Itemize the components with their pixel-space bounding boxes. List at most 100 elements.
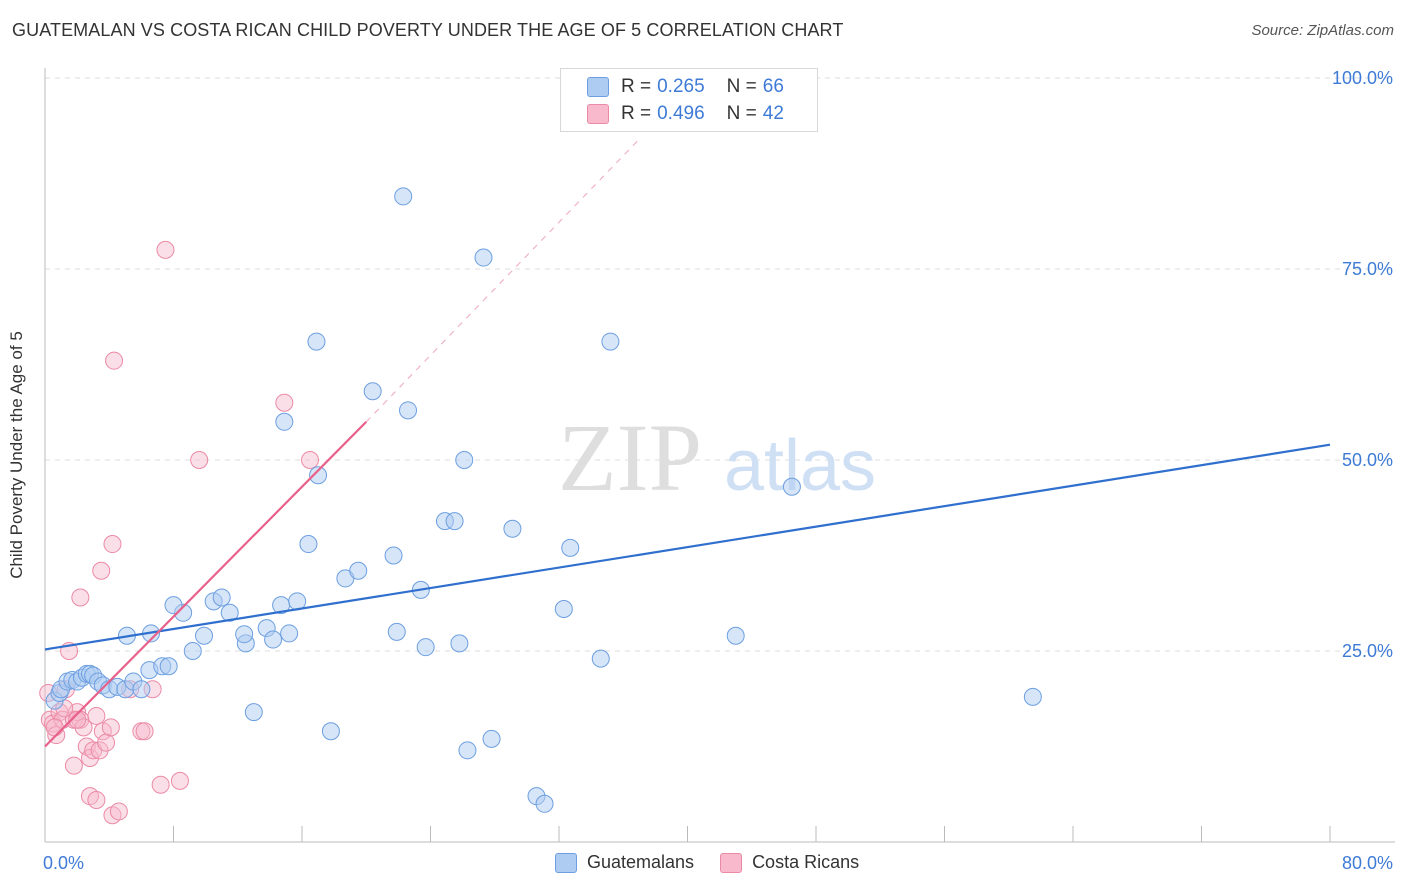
- legend-r-value: 0.265: [657, 76, 705, 97]
- guatemalan-point: [726, 626, 745, 645]
- guatemalan-point: [474, 248, 493, 267]
- trend-line-costa-ricans: [44, 421, 368, 748]
- guatemalan-point: [363, 382, 382, 401]
- guatemalan-point: [458, 741, 477, 760]
- guatemalan-point: [183, 642, 202, 660]
- stats-legend: R = 0.265 N = 66 R = 0.496 N = 42: [560, 68, 818, 132]
- y-tick-label: 25.0%: [1342, 641, 1393, 661]
- costa-rican-point: [170, 771, 189, 790]
- guatemalan-point: [159, 657, 178, 676]
- chart-title: GUATEMALAN VS COSTA RICAN CHILD POVERTY …: [12, 20, 844, 40]
- guatemalan-point: [450, 634, 469, 653]
- costa-rican-point: [87, 706, 106, 725]
- guatemalan-points: [45, 187, 1042, 813]
- legend-item-guatemalans[interactable]: Guatemalans: [555, 852, 694, 873]
- x-tick-label-max: 80.0%: [1342, 853, 1393, 873]
- costa-rican-point: [97, 733, 116, 752]
- costa-rican-point: [105, 351, 124, 370]
- guatemalan-point: [601, 332, 620, 351]
- guatemalan-point: [503, 519, 522, 538]
- costa-rican-point: [103, 535, 122, 554]
- costa-rican-point: [87, 790, 106, 809]
- guatemalan-point: [399, 401, 418, 420]
- guatemalan-point: [299, 535, 318, 554]
- guatemalan-point: [132, 680, 151, 699]
- legend-r-label: R =: [621, 76, 652, 97]
- legend-r-value: 0.496: [657, 103, 705, 124]
- costa-rican-point: [74, 718, 93, 737]
- y-tick-label: 50.0%: [1342, 450, 1393, 470]
- legend-row-guatemalans: R = 0.265 N = 66: [587, 75, 784, 99]
- costa-rican-point: [301, 451, 320, 469]
- watermark: ZIP atlas: [558, 404, 876, 511]
- legend-swatch-blue: [555, 852, 577, 873]
- guatemalan-point: [321, 722, 340, 741]
- guatemalan-point: [591, 649, 610, 668]
- costa-rican-point: [135, 722, 154, 741]
- legend-n-label: N =: [726, 103, 757, 124]
- costa-rican-point: [90, 741, 109, 760]
- axes: [44, 68, 1395, 843]
- legend-row-costa-ricans: R = 0.496 N = 42: [587, 102, 784, 126]
- guatemalan-point: [309, 466, 328, 485]
- costa-rican-point: [190, 451, 209, 469]
- guatemalan-point: [212, 588, 231, 607]
- guatemalan-point: [164, 596, 183, 615]
- costa-rican-point: [64, 756, 83, 775]
- tick-labels: 25.0% 50.0% 75.0% 100.0% 0.0% 80.0%: [43, 68, 1393, 873]
- guatemalan-point: [387, 622, 406, 641]
- costa-rican-point: [45, 718, 64, 737]
- watermark-zip: ZIP: [558, 404, 702, 511]
- legend-n-value: 66: [762, 76, 784, 97]
- guatemalan-point: [349, 561, 368, 580]
- guatemalan-point: [535, 794, 554, 813]
- legend-n-label: N =: [726, 76, 757, 97]
- source-label: Source: ZipAtlas.com: [1251, 22, 1394, 39]
- guatemalan-point: [264, 630, 283, 649]
- guatemalan-point: [455, 451, 474, 469]
- guatemalan-point: [416, 638, 435, 657]
- guatemalan-point: [195, 626, 214, 645]
- costa-rican-point: [92, 561, 111, 580]
- legend-label-costa-ricans: Costa Ricans: [752, 852, 860, 872]
- guatemalan-point: [307, 332, 326, 351]
- guatemalan-point: [384, 546, 403, 565]
- y-tick-label: 75.0%: [1342, 259, 1393, 279]
- guatemalan-point: [394, 187, 413, 206]
- costa-rican-point: [275, 393, 294, 412]
- costa-rican-point: [101, 718, 120, 737]
- watermark-atlas: atlas: [724, 426, 876, 506]
- guatemalan-point: [554, 599, 573, 618]
- guatemalan-point: [445, 512, 464, 531]
- costa-rican-point: [151, 775, 170, 794]
- guatemalan-point: [782, 477, 801, 496]
- series-legend: Guatemalans Costa Ricans: [555, 852, 885, 873]
- guatemalan-point: [561, 538, 580, 557]
- legend-label-guatemalans: Guatemalans: [587, 852, 695, 872]
- guatemalan-point: [280, 624, 299, 643]
- legend-swatch-blue: [587, 77, 609, 97]
- guatemalan-point: [235, 625, 254, 644]
- grid: [45, 77, 1395, 652]
- trend-extension-costa-ricans: [365, 138, 640, 423]
- legend-n-value: 42: [762, 103, 784, 124]
- costa-rican-point: [71, 588, 90, 607]
- trend-lines: [44, 138, 1331, 748]
- legend-item-costa-ricans[interactable]: Costa Ricans: [720, 852, 859, 873]
- costa-rican-points: [39, 240, 320, 825]
- y-tick-label: 100.0%: [1332, 68, 1393, 88]
- guatemalan-point: [482, 729, 501, 748]
- guatemalan-point: [275, 412, 294, 431]
- costa-rican-point: [156, 240, 175, 259]
- guatemalan-point: [244, 703, 263, 722]
- x-tick-label-min: 0.0%: [43, 853, 84, 873]
- legend-swatch-pink: [587, 104, 609, 124]
- costa-rican-point: [68, 710, 87, 729]
- trend-line-guatemalans: [44, 443, 1331, 651]
- costa-rican-point: [109, 802, 128, 821]
- legend-r-label: R =: [621, 103, 652, 124]
- y-axis-label: Child Poverty Under the Age of 5: [7, 331, 26, 579]
- guatemalan-point: [1023, 687, 1042, 706]
- legend-swatch-pink: [720, 852, 743, 873]
